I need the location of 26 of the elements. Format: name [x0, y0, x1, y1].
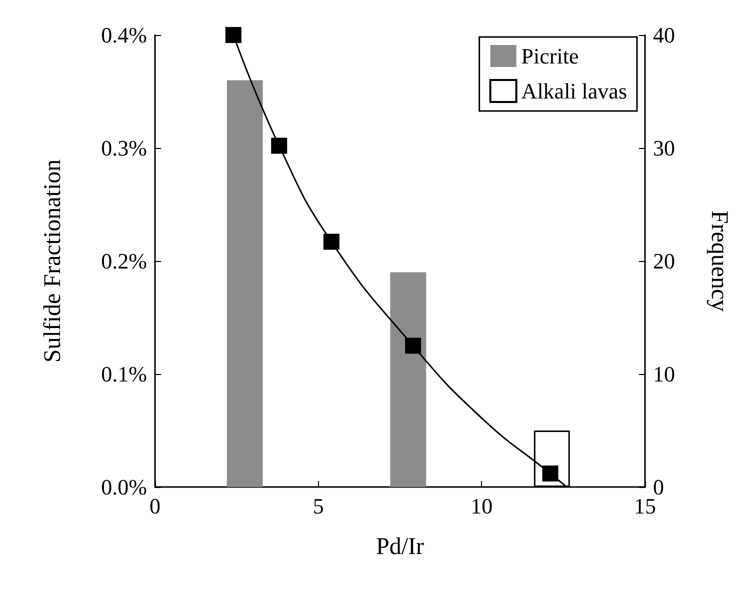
y2-tick-label: 40	[653, 22, 675, 48]
y2-tick-label: 20	[653, 248, 675, 274]
legend-label: Picrite	[521, 44, 579, 68]
y2-axis-title: Frequency	[706, 210, 732, 312]
legend-label: Alkali lavas	[521, 78, 628, 104]
y2-tick-label: 30	[653, 136, 675, 160]
point	[405, 338, 422, 354]
y-axis-title: Sulfide Fractionation	[40, 159, 66, 363]
x-axis-title: Pd/Ir	[376, 534, 424, 560]
y-tick-label: 0.1%	[101, 362, 147, 386]
bar	[390, 272, 426, 487]
x-tick-label: 0	[150, 494, 160, 518]
y-tick-label: 0.4%	[101, 22, 147, 48]
y-tick-label: 0.0%	[101, 474, 147, 500]
x-tick-label: 15	[634, 494, 656, 518]
point	[542, 465, 558, 482]
bar	[226, 80, 263, 487]
point	[323, 234, 340, 250]
y2-tick-label: 0	[653, 474, 664, 500]
point	[271, 138, 288, 154]
x-tick-label: 10	[470, 494, 493, 518]
y2-tick-label: 10	[653, 362, 675, 386]
x-tick-label: 5	[312, 494, 324, 518]
y-tick-label: 0.2%	[101, 248, 147, 274]
point	[225, 27, 242, 43]
y-tick-label: 0.3%	[101, 136, 147, 160]
